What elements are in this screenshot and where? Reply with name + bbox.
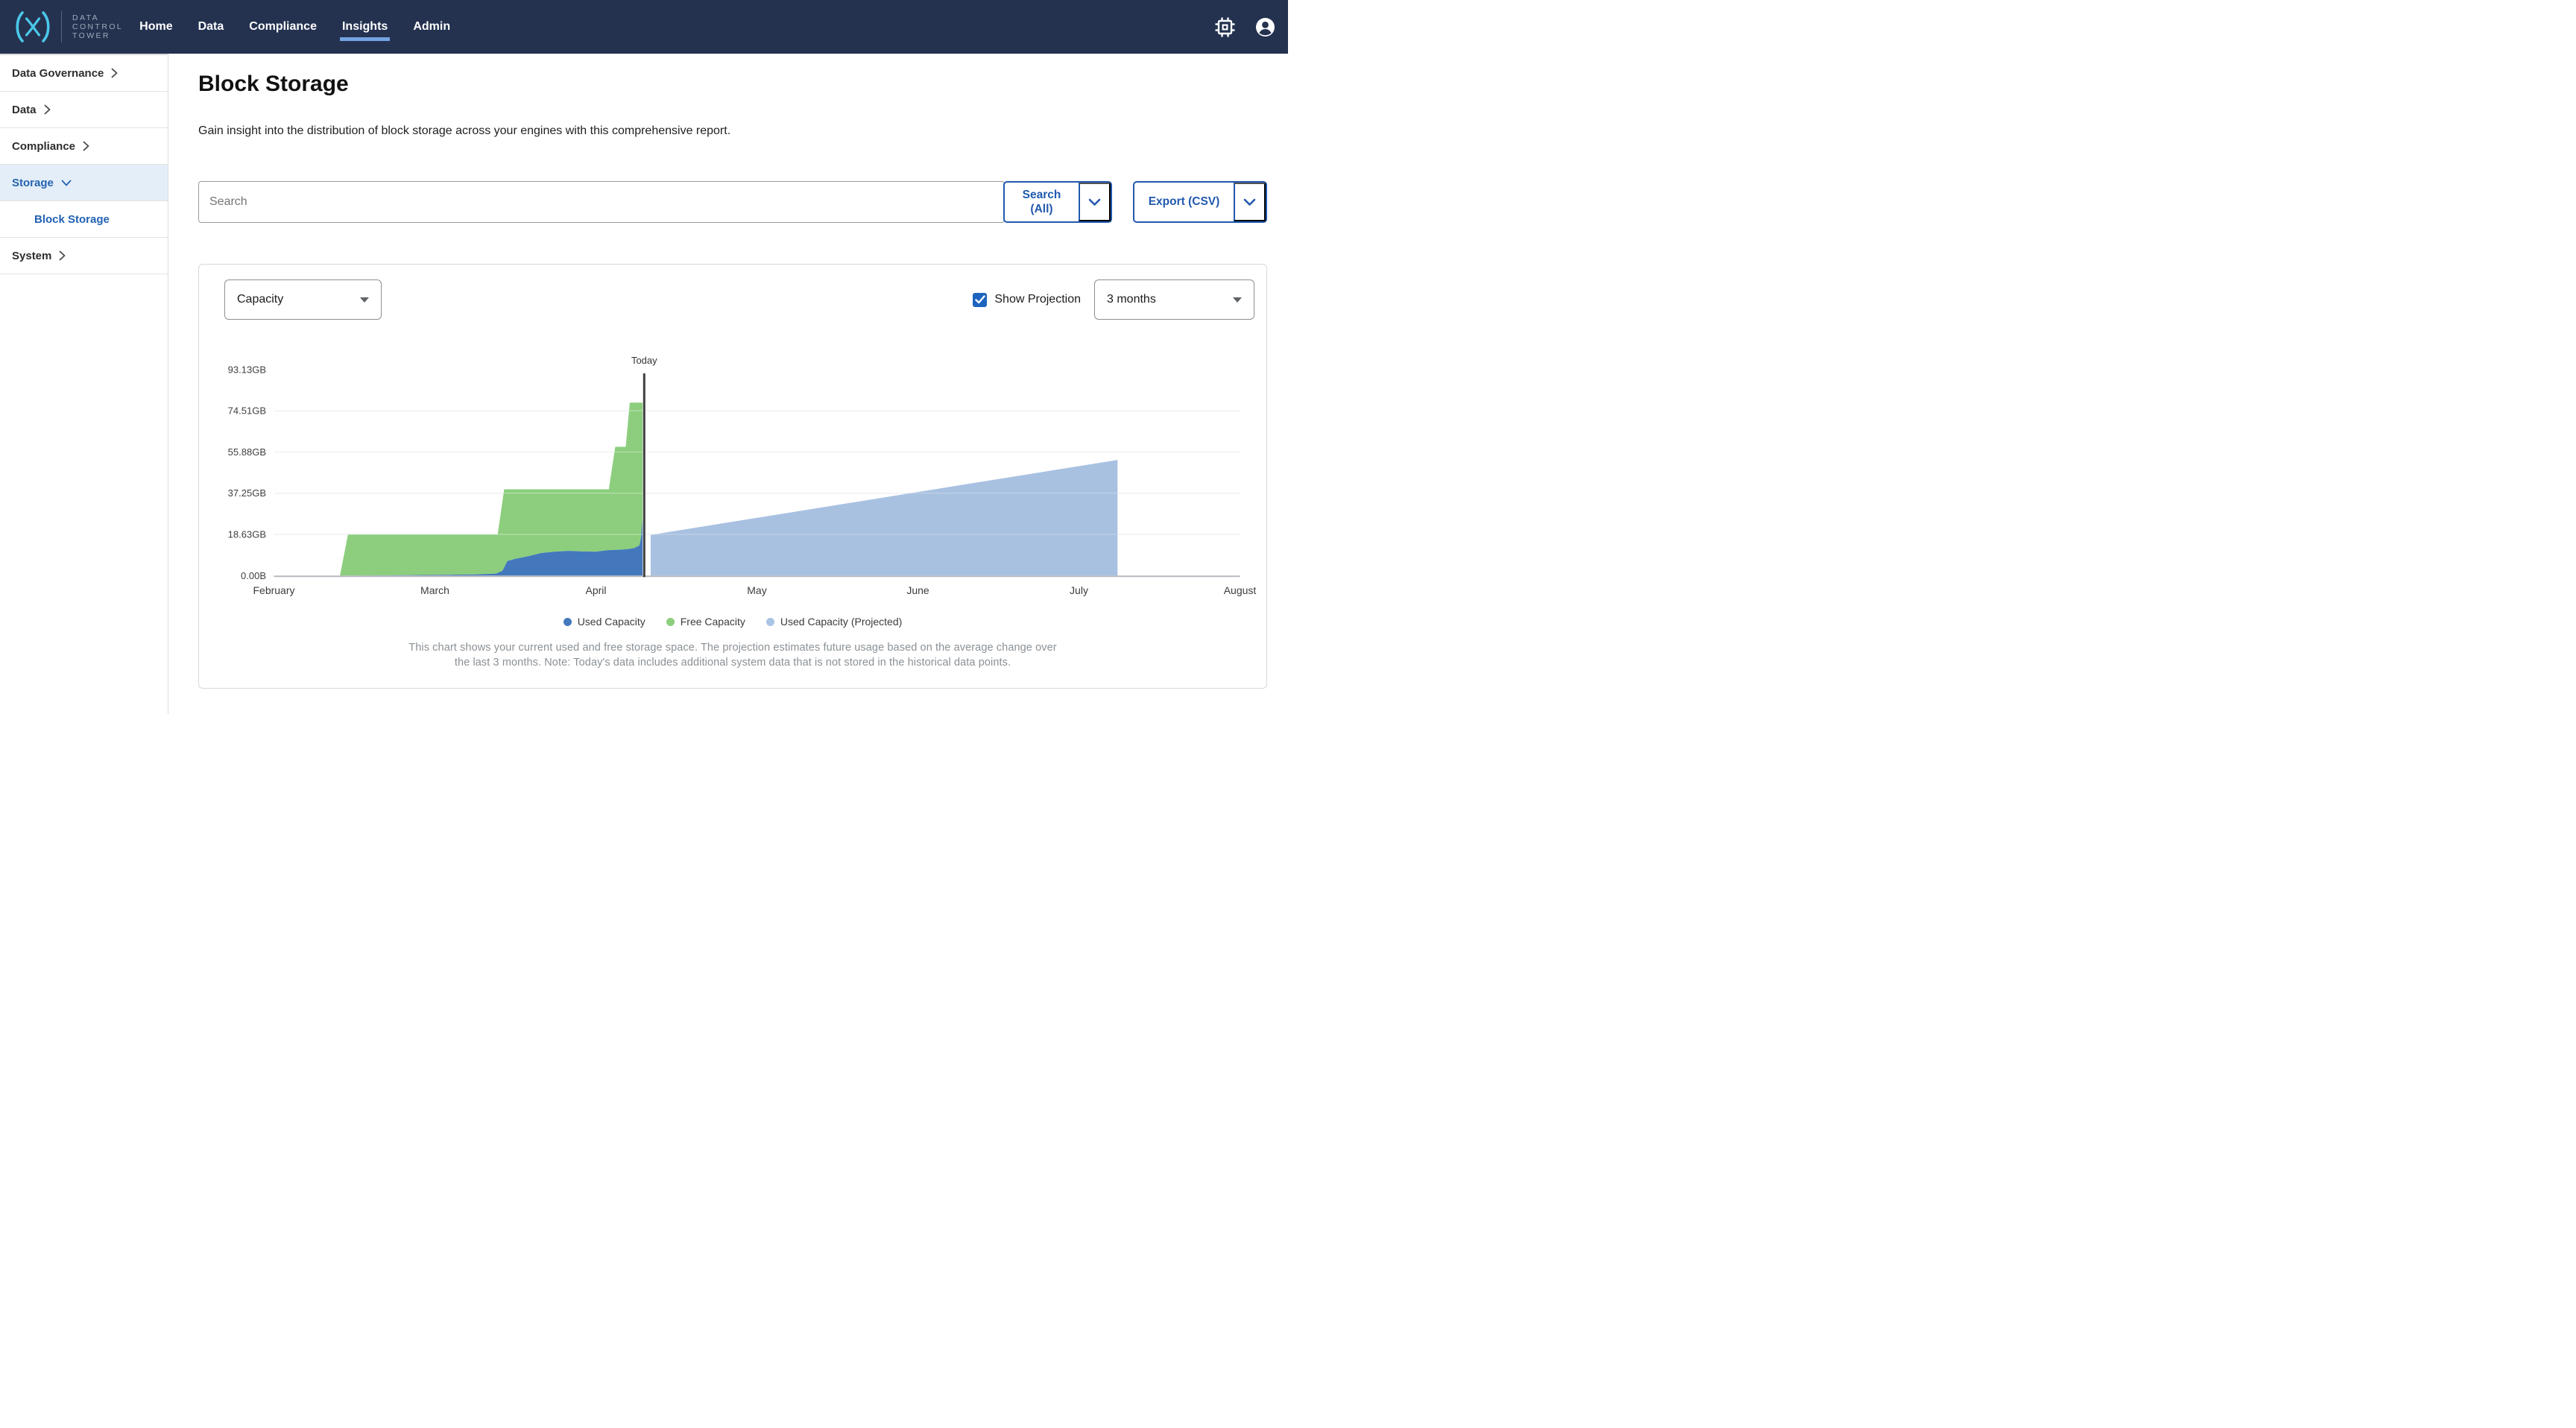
search-toolbar: Search (All) Export (CSV)	[198, 181, 1267, 223]
x-axis-tick: April	[585, 584, 606, 596]
x-axis-tick: February	[253, 584, 294, 596]
page-title: Block Storage	[198, 72, 349, 96]
search-all-label: Search (All)	[1022, 188, 1061, 215]
dropdown-arrow-icon	[360, 297, 369, 303]
sidebar-item-compliance[interactable]: Compliance	[0, 128, 168, 165]
brand-line: DATA	[72, 13, 100, 22]
sidebar-item-label: Storage	[12, 176, 54, 189]
y-axis-tick: 74.51GB	[228, 405, 266, 417]
search-all-button[interactable]: Search (All)	[1005, 183, 1079, 221]
main-nav: Home Data Compliance Insights Admin	[139, 20, 451, 41]
user-account-button[interactable]	[1256, 17, 1275, 37]
brand-line: TOWER	[72, 31, 110, 40]
legend-item: Used Capacity (Projected)	[765, 616, 903, 628]
chevron-down-icon	[1088, 198, 1101, 206]
chart-legend: Used Capacity Free Capacity Used Capacity …	[199, 616, 1266, 628]
x-axis-tick: July	[1070, 584, 1088, 596]
chevron-right-icon	[44, 104, 50, 115]
show-projection-checkbox[interactable]	[973, 292, 988, 307]
sidebar-item-label: System	[12, 249, 52, 262]
top-navbar: DATA CONTROL TOWER Home Data Compliance Ins…	[0, 0, 1288, 54]
sidebar-item-label: Compliance	[12, 139, 76, 153]
search-all-split-button: Search (All)	[1003, 181, 1112, 223]
header-actions	[1215, 17, 1275, 37]
export-csv-label: Export (CSV)	[1148, 195, 1220, 209]
page-description: Gain insight into the distribution of bl…	[198, 124, 731, 137]
system-api-button[interactable]	[1215, 17, 1235, 37]
chevron-down-icon	[1243, 198, 1256, 206]
dct-logo[interactable]: DATA CONTROL TOWER	[12, 10, 123, 43]
capacity-chart[interactable]: Today 0.00B 18.63GB 37.25GB 55.88GB 74.51GB 93…	[199, 265, 1268, 689]
chevron-right-icon	[83, 141, 89, 151]
projection-controls: Show Projection 3 months	[973, 279, 1254, 320]
sidebar-item-label: Data	[12, 103, 37, 116]
main-content: Block Storage Gain insight into the dist…	[168, 54, 1288, 714]
legend-dot-icon	[563, 617, 572, 626]
legend-item: Free Capacity	[666, 616, 745, 628]
legend-dot-icon	[765, 617, 774, 626]
checkmark-icon	[975, 295, 985, 304]
dct-logo-mark-icon	[16, 11, 50, 42]
search-input[interactable]	[198, 181, 1005, 223]
projection-range-value: 3 months	[1107, 293, 1156, 306]
sidebar-item-data-governance[interactable]: Data Governance	[0, 55, 168, 92]
today-marker-label: Today	[631, 355, 657, 366]
search-options-caret-button[interactable]	[1079, 183, 1111, 221]
chart-footnote: This chart shows your current used and f…	[408, 642, 1057, 669]
export-split-button: Export (CSV)	[1133, 181, 1267, 223]
y-axis-tick: 0.00B	[241, 570, 266, 581]
export-csv-button[interactable]: Export (CSV)	[1134, 183, 1234, 221]
nav-item-compliance[interactable]: Compliance	[249, 20, 317, 33]
nav-item-home[interactable]: Home	[139, 20, 173, 33]
dropdown-arrow-icon	[1233, 297, 1242, 303]
legend-item: Used Capacity	[563, 616, 645, 628]
y-axis-tick: 37.25GB	[228, 487, 266, 499]
sidebar-item-label: Data Governance	[12, 66, 104, 80]
nav-item-admin[interactable]: Admin	[413, 20, 451, 33]
legend-label: Used Capacity (Projected)	[780, 616, 903, 628]
nav-item-insights[interactable]: Insights	[339, 20, 391, 41]
y-axis-tick: 55.88GB	[228, 446, 266, 458]
user-avatar-icon	[1256, 17, 1275, 37]
x-axis-tick: March	[420, 584, 449, 596]
x-axis-tick: August	[1224, 584, 1257, 596]
sidebar-item-block-storage[interactable]: Block Storage	[0, 201, 168, 238]
chevron-right-icon	[59, 250, 66, 261]
brand-wordmark: DATA CONTROL TOWER	[72, 13, 123, 40]
x-axis-tick: May	[747, 584, 766, 596]
sidebar-item-system[interactable]: System	[0, 238, 168, 274]
capacity-chart-card: Today 0.00B 18.63GB 37.25GB 55.88GB 74.51GB 93…	[198, 264, 1267, 689]
chevron-right-icon	[111, 68, 118, 78]
memory-chip-icon	[1215, 17, 1235, 37]
legend-dot-icon	[666, 617, 675, 626]
export-options-caret-button[interactable]	[1234, 183, 1266, 221]
app-window: DATA CONTROL TOWER Home Data Compliance Ins…	[0, 0, 1288, 714]
brand-line: CONTROL	[72, 22, 124, 31]
sidebar-nav: Data Governance Data Compliance Storage Bloc…	[0, 54, 168, 714]
y-axis-tick: 93.13GB	[228, 364, 266, 375]
sidebar-item-storage[interactable]: Storage	[0, 165, 168, 201]
legend-label: Free Capacity	[680, 616, 745, 628]
metric-select-value: Capacity	[237, 293, 284, 306]
metric-select[interactable]: Capacity	[224, 279, 382, 320]
logo-divider	[61, 11, 62, 42]
chevron-down-icon	[61, 180, 72, 186]
legend-label: Used Capacity	[577, 616, 645, 628]
sidebar-item-label: Block Storage	[34, 212, 110, 226]
projection-range-select[interactable]: 3 months	[1094, 279, 1254, 320]
sidebar-item-data[interactable]: Data	[0, 92, 168, 128]
nav-item-data[interactable]: Data	[198, 20, 224, 33]
today-marker-line	[643, 373, 645, 578]
y-axis-tick: 18.63GB	[228, 529, 266, 540]
x-axis-tick: June	[906, 584, 929, 596]
show-projection-label: Show Projection	[994, 293, 1081, 306]
